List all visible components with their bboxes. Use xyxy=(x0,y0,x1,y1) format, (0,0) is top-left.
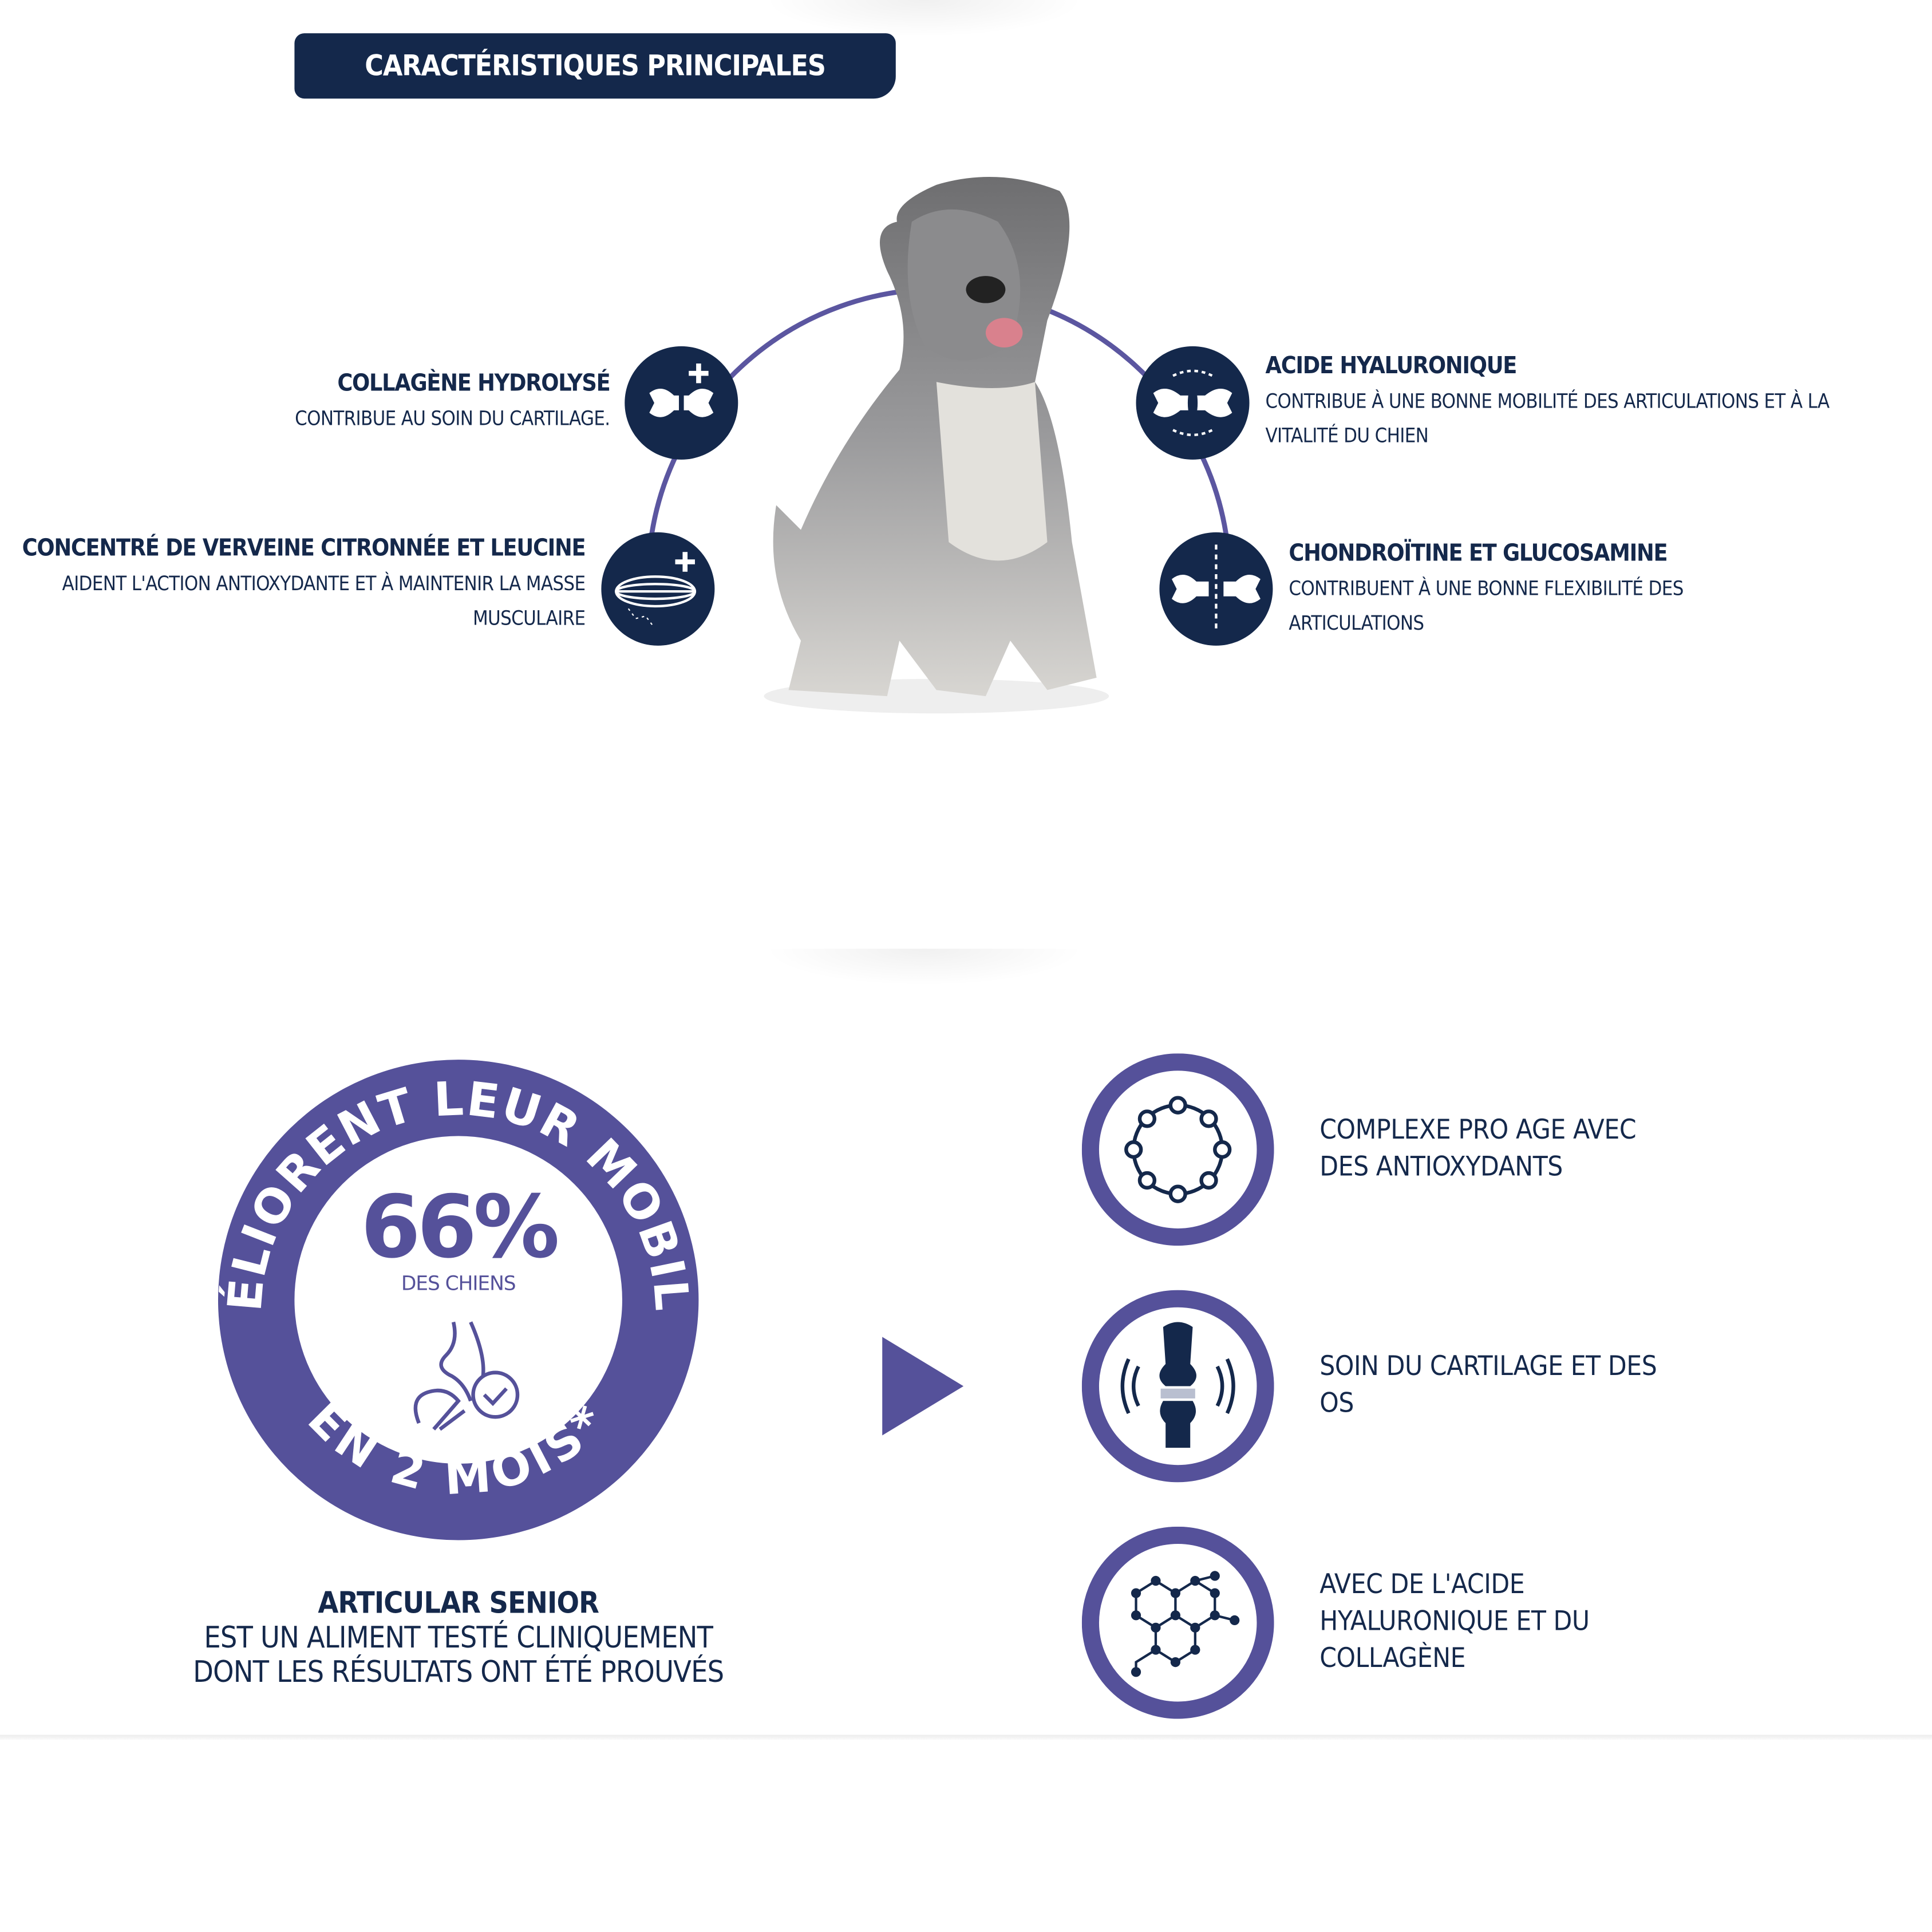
feature-title: CHONDROÏTINE ET GLUCOSAMINE xyxy=(1289,539,1668,567)
molecule-network-icon xyxy=(1081,1526,1274,1719)
benefit-line: SOIN DU CARTILAGE ET DES xyxy=(1319,1352,1657,1382)
benefit-line: OS xyxy=(1319,1388,1354,1420)
feature-desc: CONTRIBUE À UNE BONNE MOBILITÉ DES ARTIC… xyxy=(1265,389,1830,448)
feature-desc: AIDENT L'ACTION ANTIOXYDANTE ET À MAINTE… xyxy=(62,571,586,630)
feature-collagen: COLLAGÈNE HYDROLYSÉ CONTRIBUE AU SOIN DU… xyxy=(43,366,611,436)
benefit-hyaluronic: AVEC DE L'ACIDE HYALURONIQUE ET DU COLLAGÈ… xyxy=(1319,1567,1590,1678)
feature-desc: CONTRIBUE AU SOIN DU CARTILAGE. xyxy=(295,406,610,430)
feature-verbena: CONCENTRÉ DE VERVEINE CITRONNÉE ET LEUCI… xyxy=(6,531,586,636)
joint-flex-icon xyxy=(1159,532,1273,646)
joint-lubrication-icon xyxy=(1136,346,1250,460)
benefit-line: AVEC DE L'ACIDE xyxy=(1319,1570,1525,1601)
claim-line-1: EST UN ALIMENT TESTÉ CLINIQUEMENT xyxy=(204,1620,713,1655)
benefit-line: DES ANTIOXYDANTS xyxy=(1319,1152,1563,1183)
play-arrow-icon xyxy=(882,1337,964,1436)
molecule-ring-icon xyxy=(1081,1053,1274,1246)
muscle-plus-icon xyxy=(601,532,715,646)
bone-joint-plus-icon xyxy=(625,346,738,460)
feature-title: CONCENTRÉ DE VERVEINE CITRONNÉE ET LEUCI… xyxy=(22,535,586,562)
feature-title: COLLAGÈNE HYDROLYSÉ xyxy=(337,369,610,397)
benefit-antioxidants: COMPLEXE PRO AGE AVEC DES ANTIOXYDANTS xyxy=(1319,1113,1636,1187)
footer-divider xyxy=(0,1735,1932,1740)
benefit-cartilage: SOIN DU CARTILAGE ET DES OS xyxy=(1319,1349,1657,1423)
hip-joint-check-icon xyxy=(413,1321,520,1431)
section-title: CARACTÉRISTIQUES PRINCIPALES xyxy=(294,33,896,99)
claim-line-2: DONT LES RÉSULTATS ONT ÉTÉ PROUVÉS xyxy=(193,1654,724,1689)
badge-percent: 66% xyxy=(361,1176,558,1277)
benefit-line: COMPLEXE PRO AGE AVEC xyxy=(1319,1115,1637,1146)
claim-product: ARTICULAR SENIOR xyxy=(318,1586,599,1621)
knee-joint-icon xyxy=(1081,1290,1274,1483)
section-title-text: CARACTÉRISTIQUES PRINCIPALES xyxy=(365,50,826,82)
benefit-line: COLLAGÈNE xyxy=(1319,1643,1466,1675)
benefit-line: HYALURONIQUE ET DU xyxy=(1319,1606,1590,1638)
dog-photo xyxy=(764,177,1109,714)
feature-hyaluronic: ACIDE HYALURONIQUE CONTRIBUE À UNE BONNE… xyxy=(1266,349,1882,453)
badge-subtitle: DES CHIENS xyxy=(401,1273,516,1295)
feature-title: ACIDE HYALURONIQUE xyxy=(1265,352,1518,380)
mobility-badge: AMÉLIORENT LEUR MOBILITÉ EN 2 MOIS* 66% … xyxy=(212,1053,699,1540)
feature-desc: CONTRIBUENT À UNE BONNE FLEXIBILITÉ DES … xyxy=(1289,576,1684,635)
feature-chondroitin: CHONDROÏTINE ET GLUCOSAMINE CONTRIBUENT … xyxy=(1289,536,1806,641)
clinical-claim: ARTICULAR SENIOR EST UN ALIMENT TESTÉ CL… xyxy=(89,1586,828,1689)
section-divider-shadow xyxy=(764,949,1085,986)
section-shadow xyxy=(764,0,1085,37)
